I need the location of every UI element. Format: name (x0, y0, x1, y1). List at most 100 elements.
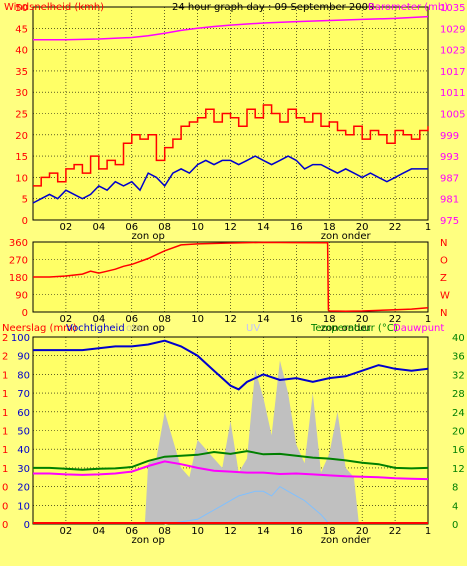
x-tick-label: 20 (356, 314, 369, 325)
wind-axis-label: Windsnelheid (kmh) (4, 2, 104, 13)
barometer-tick-label: 975 (440, 216, 459, 227)
panel1-series-line (32, 155, 428, 204)
x-tick-label: 1 (425, 314, 431, 325)
rain-axis-label: Neerslag (mm) (2, 323, 77, 334)
rain-tick-label: 1 (2, 427, 8, 438)
barometer-tick-label: 1035 (440, 3, 465, 14)
wind-tick-label: 50 (15, 3, 28, 14)
panel1-series-line (33, 104, 429, 187)
wind-tick-label: 35 (15, 67, 28, 78)
direction-tick-label: 90 (15, 291, 28, 302)
panel1-grid (33, 7, 429, 220)
x-tick-label: 18 (323, 222, 336, 233)
compass-tick-label: Z (440, 273, 447, 284)
temperature-tick-label: 20 (452, 427, 465, 438)
panel1-tick-labels: 0 5 10 15 20 25 30 35 40 45 50 975 981 987 993 999 1005 1… (15, 3, 465, 242)
wind-direction-line (33, 241, 429, 312)
wind-tick-label: 45 (15, 24, 28, 35)
x-annotation-label: zon onder (321, 323, 372, 334)
x-tick-label: 16 (290, 222, 303, 233)
compass-tick-label: N (440, 308, 447, 319)
panel3-series-dauwpunt (33, 460, 429, 481)
x-tick-label: 1 (425, 526, 431, 537)
humidity-tick-label: 20 (17, 483, 30, 494)
humidity-tick-label: 100 (11, 333, 30, 344)
x-tick-label: 02 (60, 526, 73, 537)
x-tick-label: 12 (224, 222, 237, 233)
uv-faint-label: UV (246, 323, 260, 334)
humidity-axis-label: Vochtigheid (66, 323, 125, 334)
x-tick-label: 14 (257, 526, 270, 537)
x-tick-label: 18 (323, 314, 336, 325)
temperature-tick-label: 0 (452, 520, 458, 531)
x-tick-label: 10 (191, 314, 204, 325)
temperature-tick-label: 40 (452, 333, 465, 344)
compass-tick-label: N (440, 238, 447, 249)
wind-tick-label: 5 (22, 195, 28, 206)
x-tick-label: 22 (389, 314, 402, 325)
x-tick-label: 08 (158, 314, 171, 325)
x-tick-label: 04 (92, 222, 105, 233)
compass-tick-label: W (440, 291, 450, 302)
temperature-tick-label: 28 (452, 389, 465, 400)
barometer-tick-label: 1017 (440, 67, 465, 78)
rain-tick-label: 0 (2, 520, 8, 531)
barometer-tick-label: 1023 (440, 46, 465, 57)
humidity-tick-label: 0 (24, 520, 30, 531)
temperature-tick-label: 8 (452, 483, 458, 494)
x-tick-label: 06 (125, 314, 138, 325)
x-tick-label: 12 (224, 314, 237, 325)
humidity-tick-label: 60 (17, 408, 30, 419)
wind-tick-label: 10 (15, 173, 28, 184)
x-tick-label: 02 (60, 222, 73, 233)
panel3-tick-labels: 0001111112201020304050607080901000481216… (2, 333, 465, 546)
x-annotation-label: zon onder (321, 535, 372, 546)
temperature-tick-label: 12 (452, 464, 465, 475)
barometer-axis-label: Barometer (mb) (368, 2, 448, 13)
temperature-axis-label: Temperatuur (°C) (310, 323, 398, 334)
x-tick-label: 08 (158, 222, 171, 233)
rain-tick-label: 2 (2, 333, 8, 344)
humidity-tick-label: 50 (17, 427, 30, 438)
panel1-series-line (33, 15, 429, 41)
x-tick-label: 04 (92, 314, 105, 325)
x-tick-label: 22 (389, 526, 402, 537)
panel3-series-temperatuur (33, 450, 429, 471)
x-tick-label: 16 (290, 314, 303, 325)
temperature-tick-label: 4 (452, 501, 458, 512)
panel3-series-vochtigheid (33, 339, 429, 391)
x-annotation-label: zon op (132, 231, 165, 242)
temperature-tick-label: 24 (452, 408, 465, 419)
x-tick-label: 22 (389, 222, 402, 233)
panel3-series-uv (164, 485, 330, 525)
x-tick-label: 20 (356, 222, 369, 233)
panel2-plot (32, 241, 429, 313)
direction-tick-label: 0 (22, 308, 28, 319)
x-tick-label: 16 (290, 526, 303, 537)
wind-tick-label: 0 (22, 216, 28, 227)
barometer-tick-label: 1029 (440, 24, 465, 35)
humidity-tick-label: 10 (17, 501, 30, 512)
x-tick-label: 10 (191, 222, 204, 233)
rain-tick-label: 1 (2, 408, 8, 419)
wind-tick-label: 40 (15, 46, 28, 57)
chart-title: 24 hour graph day : 09 September 2009 (172, 2, 374, 13)
x-tick-label: 12 (224, 526, 237, 537)
temperature-tick-label: 36 (452, 352, 465, 363)
rain-tick-label: 0 (2, 483, 8, 494)
barometer-tick-label: 1011 (440, 88, 465, 99)
x-tick-label: 02 (60, 314, 73, 325)
solar-radiation-area (144, 360, 359, 524)
x-annotation-label: zon op (132, 535, 165, 546)
wind-tick-label: 30 (15, 88, 28, 99)
x-tick-label: 06 (125, 222, 138, 233)
wind-tick-label: 15 (15, 152, 28, 163)
x-annotation-label: zon onder (321, 231, 372, 242)
humidity-tick-label: 90 (17, 352, 30, 363)
temperature-tick-label: 16 (452, 445, 465, 456)
direction-tick-label: 360 (9, 238, 28, 249)
x-tick-label: 14 (257, 222, 270, 233)
rain-tick-label: 0 (2, 501, 8, 512)
x-tick-label: 04 (92, 526, 105, 537)
